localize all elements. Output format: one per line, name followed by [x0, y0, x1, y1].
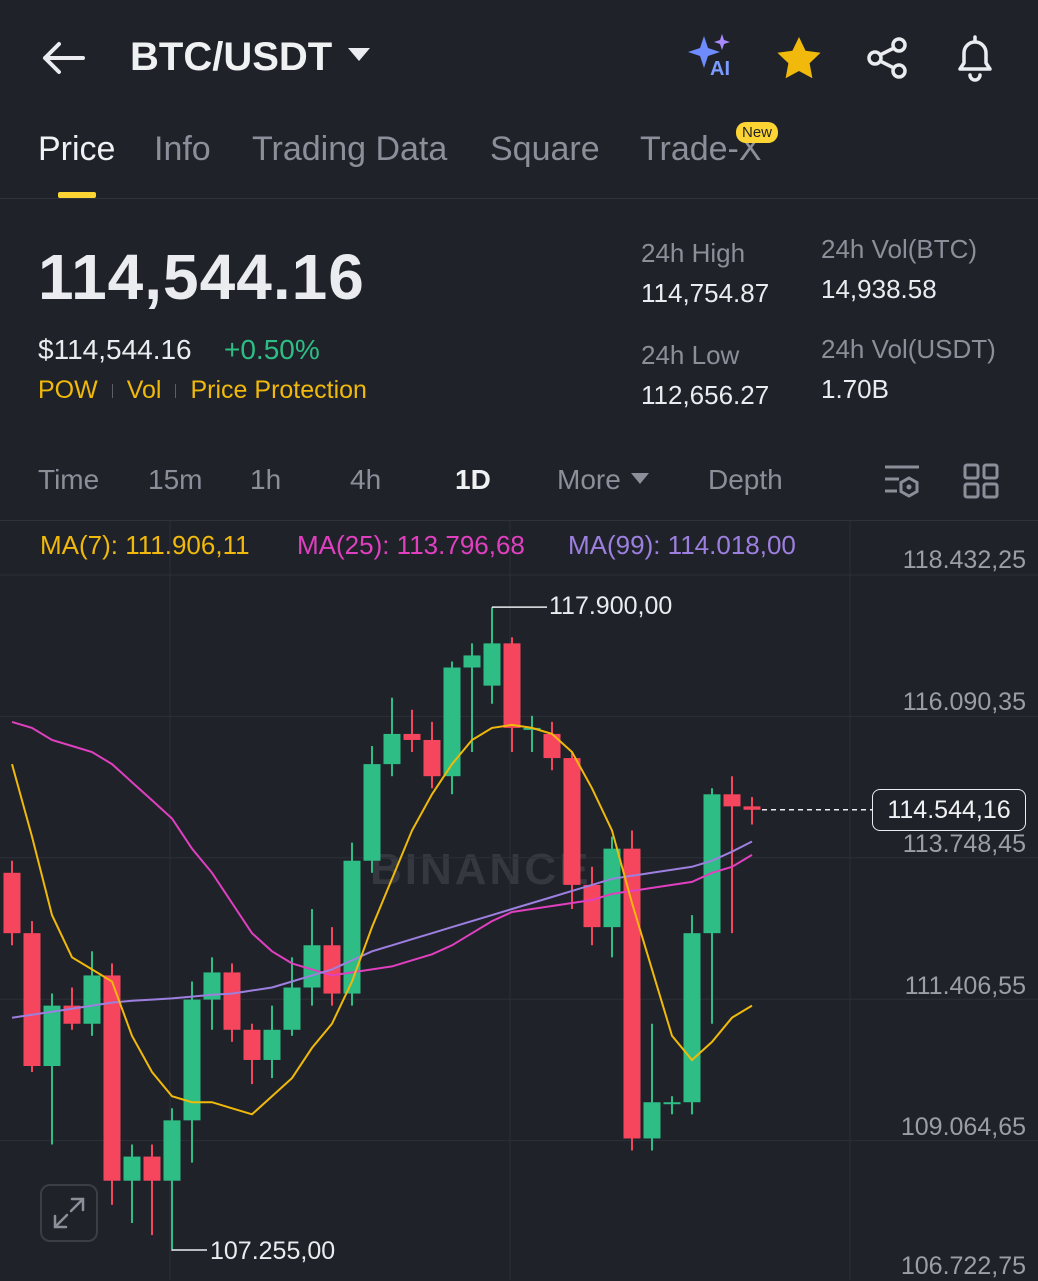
candle-body [564, 758, 581, 885]
candle-body [684, 933, 701, 1102]
candle-body [264, 1030, 281, 1060]
high-annotation: 117.900,00 [549, 592, 672, 621]
candle-body [4, 873, 21, 933]
ma25-line [12, 722, 752, 976]
ma7-line [12, 725, 752, 1114]
candle-body [544, 734, 561, 758]
candle-body [44, 1006, 61, 1066]
candle-body [724, 794, 741, 806]
candle-body [644, 1102, 661, 1138]
y-tick: 109.064,65 [901, 1113, 1026, 1142]
candle-body [244, 1030, 261, 1060]
candle-body [704, 794, 721, 933]
candle-body [24, 933, 41, 1066]
candle-body [284, 988, 301, 1030]
candle-body [84, 975, 101, 1023]
y-tick: 113.748,45 [903, 830, 1026, 859]
y-tick: 118.432,25 [903, 546, 1026, 575]
candle-body [464, 655, 481, 667]
candle-body [424, 740, 441, 776]
candle-body [364, 764, 381, 861]
candle-body [444, 668, 461, 777]
candle-body [584, 885, 601, 927]
candle-body [224, 972, 241, 1029]
y-tick: 106.722,75 [901, 1252, 1026, 1281]
candle-body [144, 1157, 161, 1181]
candle-body [104, 975, 121, 1180]
candle-body [664, 1102, 681, 1104]
candle-body [484, 643, 501, 685]
candle-body [384, 734, 401, 764]
candle-body [404, 734, 421, 740]
y-tick: 111.406,55 [905, 972, 1026, 1001]
last-price-label: 114.544,16 [872, 789, 1026, 831]
candle-body [604, 849, 621, 927]
y-tick: 116.090,35 [903, 688, 1026, 717]
candle-body [304, 945, 321, 987]
low-annotation: 107.255,00 [210, 1237, 335, 1266]
candle-body [164, 1120, 181, 1180]
candle-body [124, 1157, 141, 1181]
candle-body [504, 643, 521, 728]
candle-body [744, 806, 761, 809]
expand-icon[interactable] [40, 1184, 98, 1242]
